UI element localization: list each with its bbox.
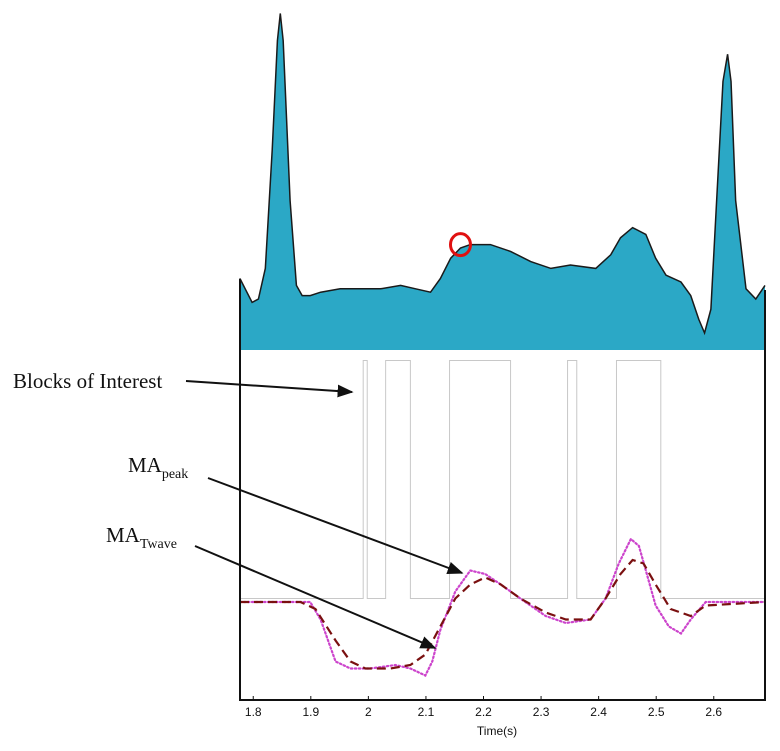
x-tick-label: 2.5	[648, 705, 665, 719]
arrow	[194, 545, 437, 649]
annotation-text: MA	[106, 523, 141, 547]
arrow	[207, 477, 464, 574]
area-fill	[240, 13, 765, 351]
x-tick-label: 2	[365, 705, 372, 719]
annotation: MATwave	[106, 523, 177, 552]
series-line	[240, 558, 766, 670]
x-tick-label: 1.9	[302, 705, 319, 719]
x-tick-label: 2.2	[475, 705, 492, 719]
x-tick-label: 2.3	[533, 705, 550, 719]
x-axis-label: Time(s)	[477, 724, 517, 738]
x-tick-label: 2.1	[418, 705, 435, 719]
annotation-sub: Twave	[140, 537, 177, 552]
ecg-panel	[239, 13, 766, 351]
ma-panel: 1.8 1.9 2 2.1 2.2 2.3 2.4 2.5 2.6	[238, 290, 767, 719]
x-tick-label: 2.4	[590, 705, 607, 719]
annotation: MApeak	[128, 453, 188, 482]
highlight-marker	[448, 232, 472, 258]
area-outline	[239, 13, 766, 336]
x-tick-label: 2.6	[705, 705, 722, 719]
x-tick-label: 1.8	[245, 705, 262, 719]
axes-frame	[239, 290, 766, 701]
series-line	[238, 537, 767, 677]
annotation: Blocks of Interest	[13, 369, 162, 393]
series-line	[240, 360, 765, 599]
arrow	[185, 380, 354, 398]
annotation-sub: peak	[162, 467, 188, 482]
annotation-text: MA	[128, 453, 163, 477]
